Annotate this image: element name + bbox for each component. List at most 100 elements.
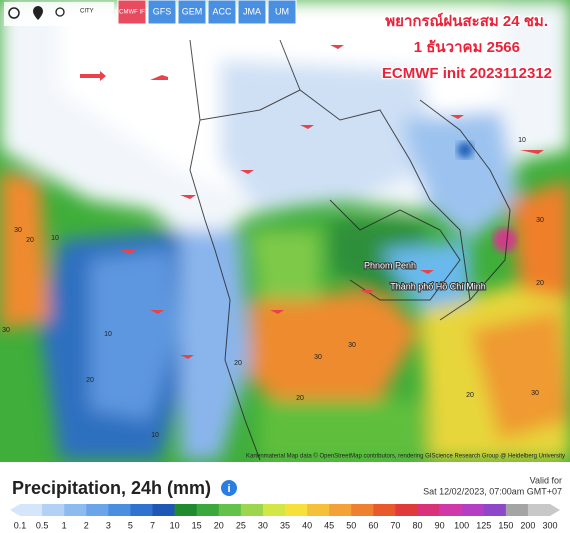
valid-label: Valid for (530, 475, 562, 485)
contour-label: 30 (2, 327, 10, 334)
scale-label: 0.5 (36, 520, 49, 530)
scale-swatch (439, 504, 462, 516)
contour-label: 10 (104, 331, 112, 338)
contour-label: 30 (14, 227, 22, 234)
contour-label: 20 (26, 237, 34, 244)
scale-swatch (351, 504, 374, 516)
scale-label: 25 (236, 520, 246, 530)
rain-cell (457, 142, 473, 158)
scale-swatch (152, 504, 175, 516)
scale-swatch (395, 504, 418, 516)
scale-swatch (262, 504, 286, 516)
model-button[interactable] (267, 0, 297, 25)
scale-swatch (108, 504, 131, 516)
model-button[interactable] (117, 0, 147, 25)
model-label[interactable]: GEM (182, 6, 203, 16)
scale-swatch (417, 504, 440, 516)
scale-label: 35 (280, 520, 290, 530)
model-button[interactable] (237, 0, 267, 25)
city-label: Thành phố Hồ Chí Minh (390, 281, 486, 291)
scale-label: 15 (192, 520, 202, 530)
scale-swatch (196, 504, 220, 516)
contour-label: 30 (531, 390, 539, 397)
scale-label: 100 (454, 520, 469, 530)
rain-cell (493, 228, 517, 252)
city-label: Phnom Penh (364, 260, 416, 270)
scale-label: 10 (170, 520, 180, 530)
scale-label: 30 (258, 520, 268, 530)
scale-swatch (130, 504, 153, 516)
legend-title: Precipitation, 24h (mm) (12, 478, 211, 498)
scale-label: 3 (106, 520, 111, 530)
scale-label: 300 (542, 520, 557, 530)
overlay-title-line: 1 ธันวาคม 2566 (414, 39, 520, 56)
legend-bg (0, 462, 570, 533)
scale-label: 80 (412, 520, 422, 530)
scale-label: 200 (520, 520, 535, 530)
scale-label: 70 (390, 520, 400, 530)
valid-time: Sat 12/02/2023, 07:00am GMT+07 (423, 486, 562, 496)
contour-label: 20 (86, 377, 94, 384)
model-button[interactable] (207, 0, 237, 25)
scale-swatch (483, 504, 507, 516)
model-button[interactable] (147, 0, 177, 25)
scale-label: 5 (128, 520, 133, 530)
scale-label: 7 (150, 520, 155, 530)
toolbar-bg (4, 2, 114, 26)
contour-label: 10 (51, 235, 59, 242)
scale-end (10, 504, 20, 516)
scale-label: 90 (435, 520, 445, 530)
overlay-title-line: ECMWF init 2023112312 (382, 65, 552, 82)
contour-label: 30 (314, 354, 322, 361)
scale-swatch (64, 504, 87, 516)
toolbar: CITY ECMWF IFS GFS GEM ACC JMA UM (4, 0, 297, 26)
location-icon[interactable] (33, 6, 43, 20)
contour-label: 10 (151, 432, 159, 439)
scale-swatch (240, 504, 264, 516)
contour-label: 30 (348, 342, 356, 349)
scale-swatch (373, 504, 396, 516)
scale-label: 150 (498, 520, 513, 530)
model-label[interactable]: ACC (212, 6, 232, 16)
model-label[interactable]: JMA (243, 6, 261, 16)
info-button[interactable] (221, 480, 237, 496)
scale-label: 1 (62, 520, 67, 530)
scale-swatch (42, 504, 65, 516)
scale-label: 45 (324, 520, 334, 530)
search-icon[interactable] (8, 7, 20, 19)
model-label[interactable]: GFS (153, 6, 172, 16)
scale-label: 0.1 (14, 520, 27, 530)
scale-label: 40 (302, 520, 312, 530)
contour-label: 30 (536, 217, 544, 224)
attribution: Kartenmaterial Map data © OpenStreetMap … (246, 453, 565, 460)
scale-swatch (20, 504, 43, 516)
scale-label: 20 (214, 520, 224, 530)
scale-swatch (329, 504, 352, 516)
contour-label: 20 (536, 280, 544, 287)
scale-label: 125 (476, 520, 491, 530)
city-toggle[interactable]: CITY (80, 9, 94, 15)
wind-arrows (80, 45, 544, 359)
model-label[interactable]: ECMWF IFS (115, 10, 149, 16)
scale-swatch (285, 504, 308, 516)
model-button[interactable] (177, 0, 207, 25)
borders (189, 39, 511, 461)
contour-label: 20 (466, 392, 474, 399)
legend-panel: Precipitation, 24h (mm) i Valid for Sat … (0, 462, 570, 533)
scale-label: 60 (368, 520, 378, 530)
scale-swatch (86, 504, 109, 516)
scale-swatch (461, 504, 485, 516)
overlay-title: พยากรณ์ฝนสะสม 24 ชม. 1 ธันวาคม 2566 ECMWF … (381, 11, 554, 84)
zoom-icon[interactable] (55, 7, 65, 17)
scale-label: 50 (346, 520, 356, 530)
scale-swatch (505, 504, 529, 516)
scale-swatch (307, 504, 330, 516)
scale-swatch (527, 504, 551, 516)
scale-label: 2 (84, 520, 89, 530)
scale-end (550, 504, 560, 516)
contour-label: 10 (518, 137, 526, 144)
model-label[interactable]: UM (275, 6, 289, 16)
scale-swatch (218, 504, 242, 516)
info-icon[interactable]: i (227, 483, 230, 495)
